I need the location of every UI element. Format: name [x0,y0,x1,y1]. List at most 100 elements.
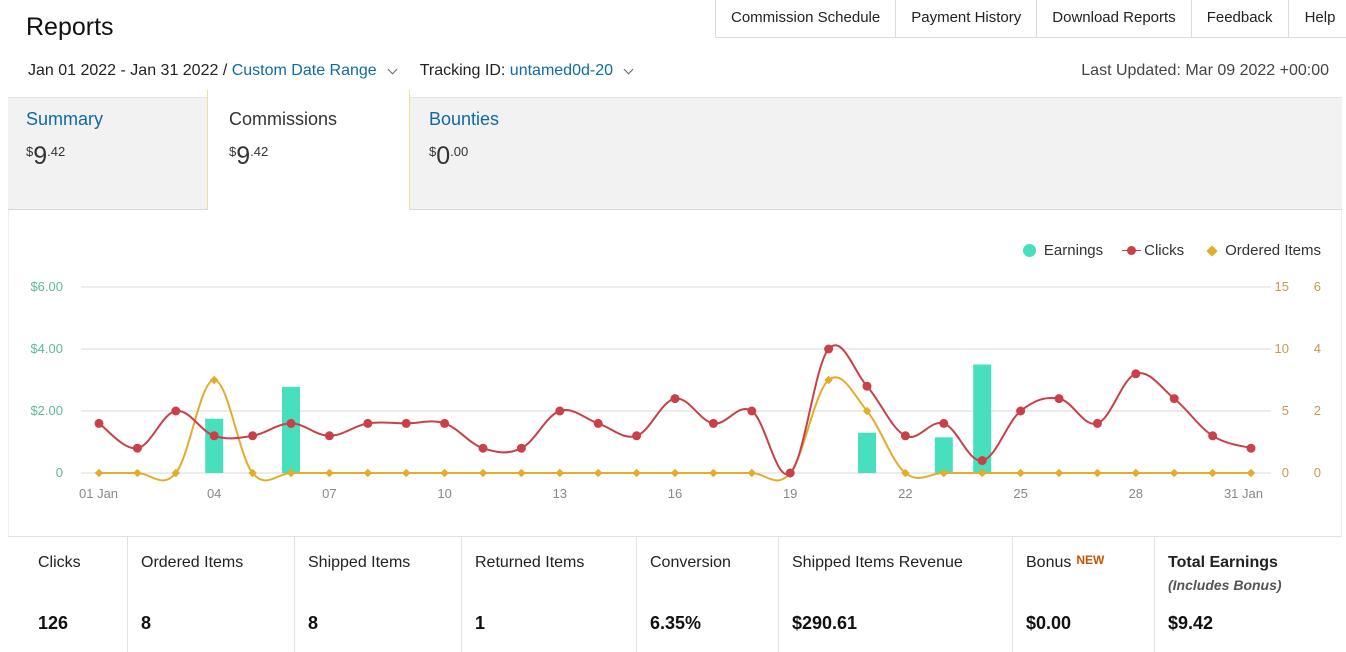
clicks-point [401,418,411,428]
ordered-items-point [517,468,526,478]
legend-earnings-label: Earnings [1043,242,1104,259]
tracking-id-value[interactable]: untamed0d-20 [509,62,613,79]
feedback-link[interactable]: Feedback [1192,0,1289,37]
y-ordered-tick-label: 2 [1314,403,1321,418]
legend-ordered-items[interactable]: Ordered Items [1206,242,1321,259]
ordered-items-point [248,468,257,478]
tracking-id-selector[interactable]: Tracking ID: untamed0d-20 [419,62,634,80]
tab-bounties-label[interactable]: Bounties [429,109,500,129]
tab-summary[interactable]: Summary $ 9 .42 [26,109,103,170]
date-range-text: Jan 01 2022 - Jan 31 2022 / [28,62,228,79]
x-tick-label: 19 [783,486,797,501]
ordered-items-point [440,468,449,478]
stat-value: $0.00 [1026,613,1072,633]
ordered-items-point [286,468,296,478]
y-left-tick-label: 0 [56,465,63,480]
currency-symbol: $ [229,144,237,159]
ordered-items-point [670,468,680,478]
x-tick-label: 28 [1129,486,1143,501]
x-tick-label: 13 [553,486,567,501]
tab-bounties[interactable]: Bounties $ 0 .00 [429,109,499,170]
help-link[interactable]: Help [1304,9,1336,26]
clicks-point [1169,394,1179,404]
download-reports-link[interactable]: Download Reports [1037,0,1192,37]
amount-cents: .42 [250,144,269,159]
bounties-amount: $ 0 .00 [429,142,499,170]
stat-label: Clicks [38,554,81,571]
currency-symbol: $ [429,144,437,159]
ordered-items-point [747,468,757,478]
commissions-amount: $ 9 .42 [229,142,409,170]
x-tick-label: 31 Jan [1224,486,1263,501]
stat-value: 1 [475,613,486,633]
chart-legend: Earnings Clicks Ordered Items [999,242,1321,259]
earnings-bar [205,418,224,473]
clicks-point [824,344,834,354]
ordered-items-point [1246,468,1256,478]
legend-clicks[interactable]: Clicks [1122,242,1184,259]
currency-symbol: $ [26,144,34,159]
clicks-legend-icon [1122,246,1142,255]
ordered-items-point [171,468,181,478]
y-left-tick-label: $6.00 [30,279,63,294]
y-left-tick-label: $2.00 [30,403,63,418]
tab-commissions[interactable]: Commissions $ 9 .42 [207,90,410,230]
x-tick-label: 04 [207,486,221,501]
clicks-point [1054,394,1064,404]
chevron-down-icon[interactable] [387,64,398,74]
clicks-point [171,406,181,416]
stat-returned-items: Returned Items 1 [462,537,637,652]
clicks-point [785,468,795,478]
earnings-bar [282,386,300,473]
clicks-point [555,406,565,416]
payment-history-link[interactable]: Payment History [896,0,1038,37]
ordered-items-point [1131,468,1141,478]
date-range-dropdown[interactable]: Custom Date Range [231,62,377,79]
stat-label: Returned Items [475,554,585,571]
ordered-items-point [824,375,833,385]
chevron-down-icon[interactable] [623,64,634,74]
clicks-line [98,344,1252,476]
stat-ordered-items: Ordered Items 8 [128,537,295,652]
clicks-point [478,443,488,453]
legend-earnings[interactable]: Earnings [1022,242,1104,259]
commission-schedule-link[interactable]: Commission Schedule [716,0,897,37]
chart-svg: 0 $2.00 $4.00 $6.00 0 5 10 15 0 2 4 6 01 Jan 04 07 10 13… [30,279,1321,501]
ordered-items-point [1169,468,1179,478]
stat-sublabel: (Includes Bonus) [1168,577,1282,593]
earnings-chart: 0 $2.00 $4.00 $6.00 0 5 10 15 0 2 4 6 01 Jan 04 07 10 13… [8,210,1342,536]
ordered-items-point [94,468,104,478]
stat-total-earnings: Total Earnings (Includes Bonus) $9.42 [1155,537,1342,652]
ordered-items-point [555,468,565,478]
x-tick-label: 01 Jan [79,486,118,501]
filter-row: Jan 01 2022 - Jan 31 2022 / Custom Date … [28,62,634,80]
clicks-point [939,418,949,428]
clicks-point [900,431,910,441]
stat-value: 126 [38,613,69,633]
ordered-items-point [209,375,219,385]
clicks-point [1131,369,1141,379]
stat-value: 8 [308,613,319,633]
amount-whole: 0 [436,142,451,170]
tab-commissions-label[interactable]: Commissions [229,109,338,129]
y-ordered-tick-label: 4 [1314,341,1321,356]
clicks-point [94,418,104,428]
tracking-id-label: Tracking ID: [419,62,506,79]
clicks-point [977,456,987,466]
y-clicks-tick-label: 0 [1282,465,1289,480]
clicks-point [248,431,258,441]
stat-value: 6.35% [650,613,702,633]
stat-value: $290.61 [792,613,858,633]
y-clicks-tick-label: 5 [1282,403,1289,418]
stat-shipped-revenue: Shipped Items Revenue $290.61 [779,537,1013,652]
stat-shipped-items: Shipped Items 8 [295,537,462,652]
amount-whole: 9 [236,142,251,170]
clicks-point [286,418,296,428]
clicks-point [516,443,526,453]
tab-summary-label[interactable]: Summary [26,109,104,129]
x-tick-label: 22 [898,486,912,501]
clicks-point [209,431,219,441]
stat-label: Shipped Items [308,554,411,571]
clicks-point [324,431,334,441]
ordered-items-point [1054,468,1064,478]
